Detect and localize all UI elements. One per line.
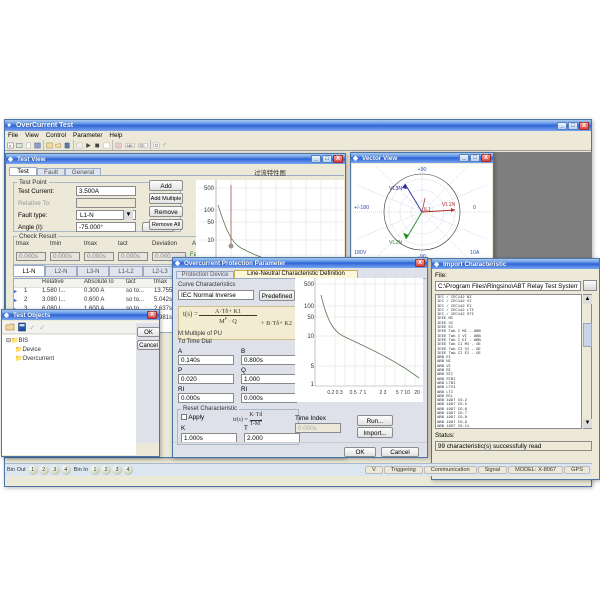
svg-text:2 3: 2 3 (380, 390, 387, 396)
svg-text:0.5 .7 1: 0.5 .7 1 (350, 390, 367, 396)
svg-text:+/-180: +/-180 (354, 205, 369, 211)
svg-text:IL1: IL1 (424, 207, 431, 213)
svg-text:5 7 10: 5 7 10 (396, 390, 410, 396)
svg-text:10: 10 (207, 238, 214, 244)
svg-text:d: d (9, 144, 11, 148)
svg-text:50: 50 (307, 315, 314, 321)
svg-text:50: 50 (207, 220, 214, 226)
svg-text:500: 500 (304, 282, 315, 288)
svg-text:VL3N: VL3N (389, 186, 402, 192)
svg-text:10A: 10A (470, 250, 480, 256)
svg-text:RD: RD (140, 143, 146, 147)
svg-text:100: 100 (204, 208, 215, 214)
svg-text:VL1N: VL1N (442, 202, 455, 208)
svg-text:20: 20 (414, 390, 420, 396)
svg-text:10: 10 (307, 334, 314, 340)
svg-text:0: 0 (473, 205, 476, 211)
svg-text:100: 100 (304, 304, 315, 310)
svg-text:+90: +90 (418, 167, 427, 173)
svg-text:0.2 0.3: 0.2 0.3 (327, 390, 343, 396)
svg-text:180V: 180V (354, 250, 367, 256)
svg-text:VL2N: VL2N (389, 240, 402, 246)
svg-text:ABC: ABC (127, 143, 135, 147)
svg-text:500: 500 (204, 186, 215, 192)
